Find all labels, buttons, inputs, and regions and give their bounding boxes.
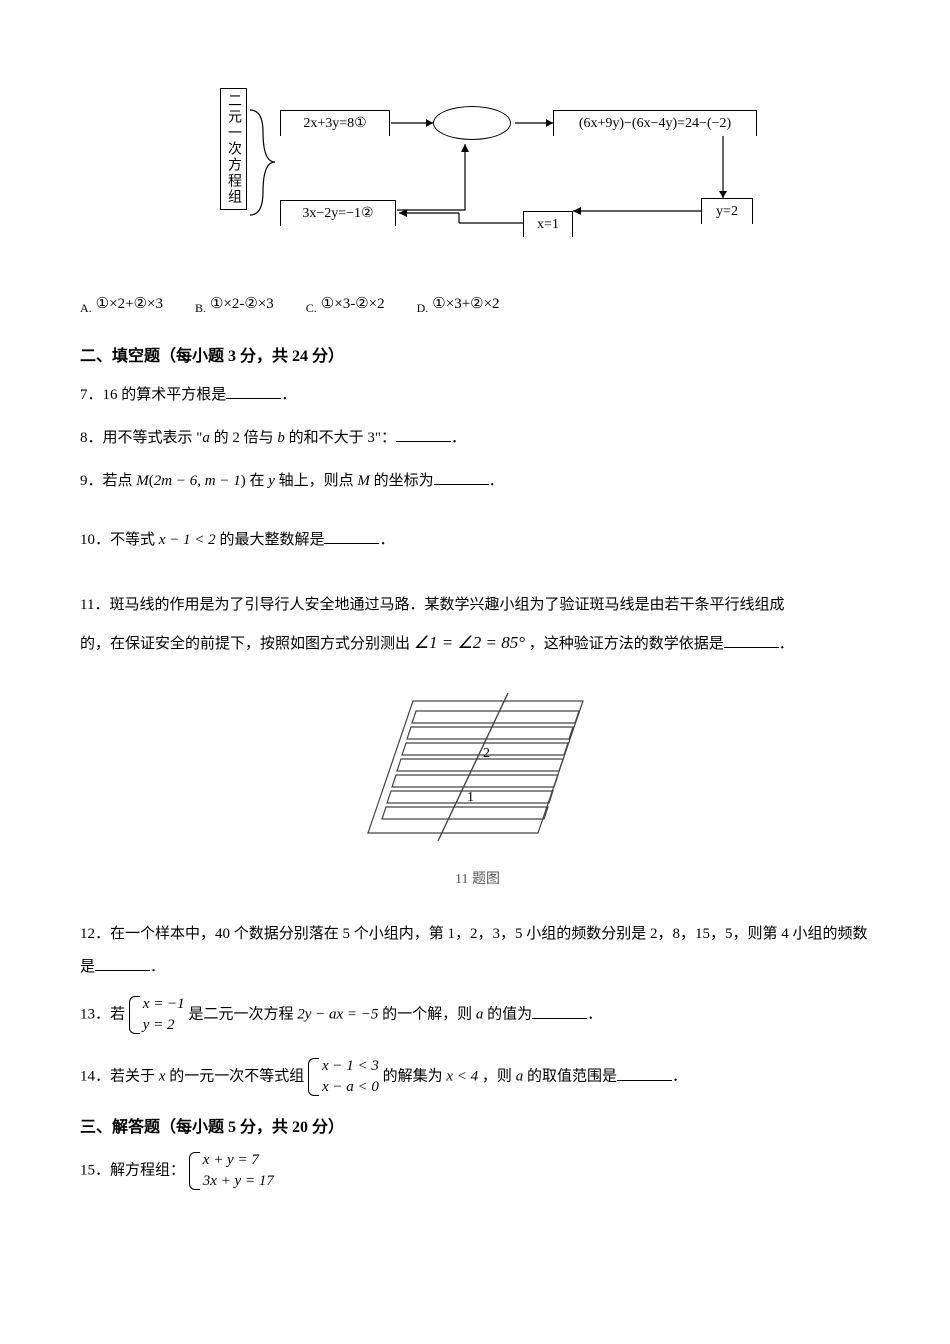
q13-num: 13． xyxy=(80,1007,110,1023)
eq-top-box: 2x+3y=8① xyxy=(280,110,390,136)
opt-d: D.①×3+②×2 xyxy=(417,293,500,317)
opt-b: B.①×2-②×3 xyxy=(195,293,274,317)
q14: 14．若关于 x 的一元一次不等式组 x − 1 < 3 x − a < 0 的… xyxy=(80,1056,875,1098)
q14-system: x − 1 < 3 x − a < 0 xyxy=(308,1056,379,1098)
opt-c: C.①×3-②×2 xyxy=(306,293,385,317)
blank xyxy=(434,471,489,485)
q11-figure: 2 1 11 题图 xyxy=(80,683,875,890)
q7-num: 7． xyxy=(80,387,103,403)
q13-system: x = −1 y = 2 xyxy=(129,994,185,1036)
crosswalk-svg: 2 1 xyxy=(363,683,593,853)
q9: 9．若点 M(2m − 6, m − 1) 在 y 轴上，则点 M 的坐标为． xyxy=(80,465,875,498)
combine-oval xyxy=(433,106,511,140)
q10: 10．不等式 x − 1 < 2 的最大整数解是． xyxy=(80,524,875,557)
angle-2-label: 2 xyxy=(483,746,490,761)
q12: 12．在一个样本中，40 个数据分别落在 5 个小组内，第 1，2，3，5 小组… xyxy=(80,918,875,984)
q6-options-row: A.①×2+②×3 B.①×2-②×3 C.①×3-②×2 D.①×3+②×2 xyxy=(80,293,875,317)
q8: 8．用不等式表示 "a 的 2 倍与 b 的和不大于 3"：． xyxy=(80,422,875,455)
q15-num: 15． xyxy=(80,1163,110,1179)
blank xyxy=(324,530,379,544)
q11: 11．斑马线的作用是为了引导行人安全地通过马路．某数学兴趣小组为了验证斑马线是由… xyxy=(80,587,875,664)
q10-num: 10． xyxy=(80,532,110,548)
q8-num: 8． xyxy=(80,430,103,446)
combined-box: (6x+9y)−(6x−4y)=24−(−2) xyxy=(553,110,757,136)
angle-1-label: 1 xyxy=(467,790,474,805)
q15-system: x + y = 7 3x + y = 17 xyxy=(189,1150,274,1192)
section3-heading: 三、解答题（每小题 5 分，共 20 分） xyxy=(80,1116,875,1140)
blank xyxy=(226,385,281,399)
q15: 15．解方程组： x + y = 7 3x + y = 17 xyxy=(80,1150,875,1192)
blank xyxy=(396,428,451,442)
blank xyxy=(724,634,779,648)
q9-num: 9． xyxy=(80,473,103,489)
blank xyxy=(617,1067,672,1081)
vertical-label: 二元一次方程组 xyxy=(220,88,247,210)
eq-bottom-box: 3x−2y=−1② xyxy=(280,200,396,226)
q14-num: 14． xyxy=(80,1069,110,1085)
blank xyxy=(95,958,150,972)
q7-text: 16 的算术平方根是 xyxy=(103,387,227,403)
res-x-box: x=1 xyxy=(523,211,573,237)
opt-a: A.①×2+②×3 xyxy=(80,293,163,317)
q13: 13．若 x = −1 y = 2 是二元一次方程 2y − ax = −5 的… xyxy=(80,994,875,1036)
blank xyxy=(532,1005,587,1019)
section2-heading: 二、填空题（每小题 3 分，共 24 分） xyxy=(80,345,875,369)
q11-num: 11． xyxy=(80,597,109,613)
q12-num: 12． xyxy=(80,926,110,942)
res-y-box: y=2 xyxy=(701,198,753,224)
q7: 7．16 的算术平方根是． xyxy=(80,379,875,412)
q11-caption: 11 题图 xyxy=(363,869,593,890)
elimination-flow-diagram: 二元一次方程组 2x+3y=8① 3x−2y=−1② xyxy=(215,70,760,260)
flow-diagram-q6: 二元一次方程组 2x+3y=8① 3x−2y=−1② xyxy=(100,70,875,268)
